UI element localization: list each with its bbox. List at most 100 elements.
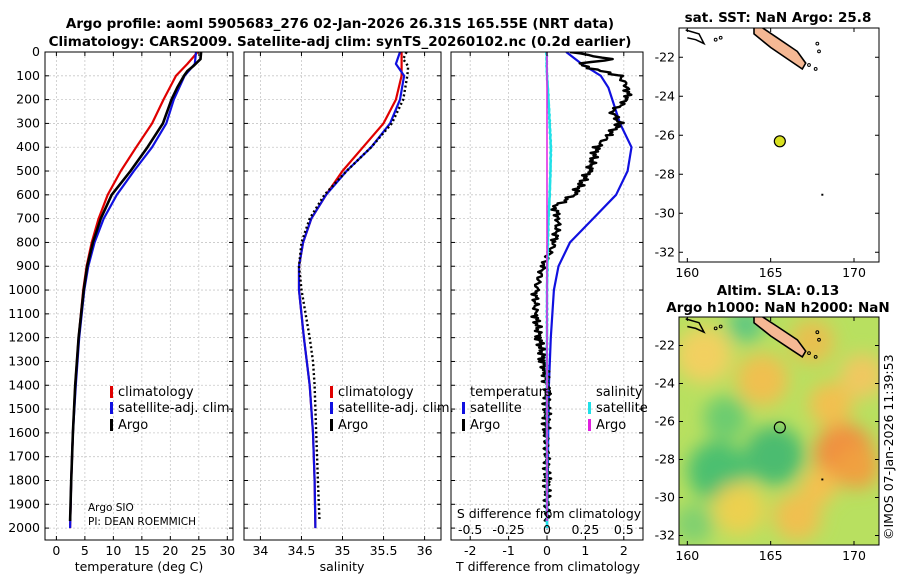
y-tick-label: 2000 — [8, 520, 40, 535]
y-tick-label: 1900 — [8, 496, 40, 511]
legend-t-satellite: satellite — [470, 401, 522, 416]
island — [718, 35, 723, 40]
map-content — [685, 28, 824, 196]
x-tick-label: 34.5 — [288, 543, 316, 558]
y-tick-label: -22 — [655, 338, 675, 353]
x2-tick-label: 0.25 — [571, 522, 599, 537]
y-tick-label: -28 — [655, 452, 675, 467]
x-tick-label: -2 — [464, 543, 476, 558]
legend-climatology: climatology — [338, 385, 414, 400]
y-tick-label: -30 — [655, 205, 675, 220]
series-group — [530, 52, 633, 529]
map-frame — [678, 316, 880, 546]
legend-marker-climatology — [110, 386, 113, 398]
x-tick-label: 165 — [759, 548, 783, 563]
y-tick-label: 1700 — [8, 449, 40, 464]
x-tick-label: 15 — [134, 543, 150, 558]
island — [817, 337, 821, 342]
salinity-legend: climatology satellite-adj. clim. Argo — [330, 385, 454, 433]
legend-s-satellite: satellite — [596, 401, 648, 416]
y-tick-label: 700 — [16, 211, 40, 226]
legend-satellite-adj: satellite-adj. clim. — [338, 401, 454, 416]
legend-marker-t-satellite — [462, 402, 465, 414]
new-caledonia-land — [753, 317, 807, 359]
y-tick-label: 1800 — [8, 472, 40, 487]
legend-argo: Argo — [118, 418, 148, 433]
y-tick-label: 1400 — [8, 377, 40, 392]
legend-t-argo: Argo — [470, 418, 500, 433]
reef-outline — [685, 318, 706, 334]
x2-tick-label: -0.5 — [458, 522, 482, 537]
y-tick-label: 1300 — [8, 353, 40, 368]
sla-anomaly — [840, 353, 879, 398]
y-tick-label: 1600 — [8, 425, 40, 440]
legend-marker-s-argo — [588, 419, 591, 431]
sla-anomaly — [808, 382, 853, 427]
argo-float-marker — [773, 421, 786, 434]
legend-marker-satellite — [110, 402, 113, 414]
salinity-panel: 34 34.5 35 35.5 36 — [243, 51, 442, 558]
legend-marker-argo — [110, 419, 113, 431]
island — [817, 49, 821, 54]
temperature-legend: climatology satellite-adj. clim. Argo — [110, 385, 234, 433]
figure-title-line2: Climatology: CARS2009. Satellite-adj cli… — [49, 34, 632, 50]
reef-outline — [685, 29, 706, 46]
island — [813, 67, 818, 71]
credit-pi: PI: DEAN ROEMMICH — [88, 516, 196, 528]
y-tick-label: -24 — [655, 88, 675, 103]
series-temperature-argo — [530, 52, 633, 523]
island — [813, 355, 818, 359]
x-tick-label: 30 — [219, 543, 235, 558]
y-tick-label: 900 — [16, 258, 40, 273]
x-tick-label: 0 — [52, 543, 60, 558]
difference-panel: -2 -1 0 1 2 -0.5 -0.25 0 0.25 0.5 — [450, 51, 644, 558]
x-tick-label: 34 — [252, 543, 268, 558]
x-tick-label: 0 — [543, 543, 551, 558]
x2-tick-label: 0.5 — [614, 522, 634, 537]
y-tick-label: 1000 — [8, 282, 40, 297]
x-tick-label: -1 — [502, 543, 514, 558]
y-tick-label: 1100 — [8, 306, 40, 321]
y-tick-label: -32 — [655, 528, 675, 543]
sst-map-title: sat. SST: NaN Argo: 25.8 — [685, 10, 872, 26]
sla-map-panel: 160 165 170 -22 -24 -26 -28 -30 -32 — [655, 316, 880, 563]
legend-heading-temperature: temperature — [470, 385, 552, 400]
x-tick-label: 170 — [842, 265, 866, 280]
y-tick-label: -22 — [655, 49, 675, 64]
x-tick-label: 1 — [581, 543, 589, 558]
island — [815, 41, 820, 46]
legend-marker-satellite — [330, 402, 333, 414]
temperature-xlabel: temperature (deg C) — [75, 559, 204, 574]
credit-org: Argo SIO — [88, 502, 134, 514]
island — [815, 330, 820, 335]
legend-argo: Argo — [338, 418, 368, 433]
new-caledonia-land — [753, 28, 807, 71]
y-tick-label: 0 — [32, 44, 40, 59]
x-tick-label: 5 — [81, 543, 89, 558]
x-tick-label: 160 — [675, 548, 699, 563]
sla-anomaly — [773, 492, 822, 541]
y-tick-label: 200 — [16, 92, 40, 107]
y-tick-label: -26 — [655, 414, 675, 429]
legend-marker-t-argo — [462, 419, 465, 431]
island — [713, 326, 718, 331]
grid — [244, 51, 441, 540]
figure-title-line1: Argo profile: aoml 5905683_276 02-Jan-20… — [66, 16, 614, 32]
salinity-xlabel: salinity — [320, 559, 365, 574]
x-tick-label: 2 — [620, 543, 628, 558]
series-argo — [68, 52, 203, 522]
sla-anomaly — [703, 395, 748, 440]
y-tick-label: 500 — [16, 163, 40, 178]
y-tick-label: 600 — [16, 187, 40, 202]
sla-anomaly — [679, 504, 714, 545]
temperature-panel: 0 5 10 15 20 25 300100200300400500600700800900… — [8, 44, 235, 558]
legend-marker-s-satellite — [588, 402, 591, 414]
y-tick-label: 100 — [16, 68, 40, 83]
x-tick-label: 165 — [759, 265, 783, 280]
sst-map-panel: 160 165 170 -22 -24 -26 -28 -30 -32 — [655, 27, 880, 280]
sla-anomaly — [835, 445, 879, 490]
legend-marker-argo — [330, 419, 333, 431]
y-tick-label: 1200 — [8, 330, 40, 345]
series-group — [297, 52, 410, 529]
